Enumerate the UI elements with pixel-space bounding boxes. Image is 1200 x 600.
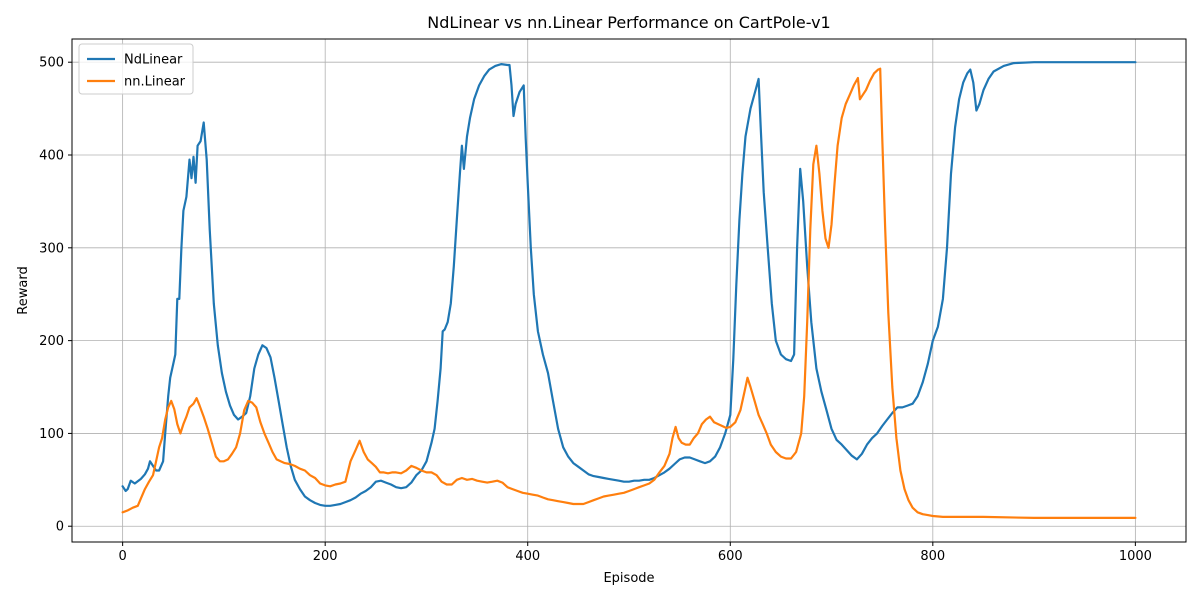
y-tick-label: 400 bbox=[39, 149, 64, 164]
x-tick-label: 400 bbox=[515, 549, 540, 564]
series-line-ndlinear bbox=[121, 61, 1137, 507]
x-tick-label: 1000 bbox=[1119, 549, 1152, 564]
x-tick-label: 800 bbox=[920, 549, 945, 564]
x-tick-label: 200 bbox=[313, 549, 338, 564]
grid bbox=[72, 39, 1186, 542]
y-tick-label: 100 bbox=[39, 427, 64, 442]
legend: NdLinear nn.Linear bbox=[78, 43, 194, 95]
x-tick-label: 0 bbox=[118, 549, 126, 564]
legend-label: nn.Linear bbox=[124, 75, 186, 90]
axis-ticks: 0 200 400 600 800 1000 0 100 200 300 400 500 bbox=[39, 56, 1152, 564]
y-tick-label: 300 bbox=[39, 241, 64, 256]
y-tick-label: 500 bbox=[39, 56, 64, 71]
y-axis-label: Reward bbox=[16, 266, 31, 314]
chart-title: NdLinear vs nn.Linear Performance on Car… bbox=[427, 13, 830, 32]
y-tick-label: 200 bbox=[39, 334, 64, 349]
x-axis-label: Episode bbox=[603, 571, 654, 586]
x-tick-label: 600 bbox=[718, 549, 743, 564]
legend-label: NdLinear bbox=[124, 53, 183, 68]
y-tick-label: 0 bbox=[56, 520, 64, 535]
plot-frame bbox=[71, 38, 1187, 543]
series-line-nn-linear bbox=[121, 67, 1137, 519]
series-layer bbox=[121, 61, 1137, 519]
